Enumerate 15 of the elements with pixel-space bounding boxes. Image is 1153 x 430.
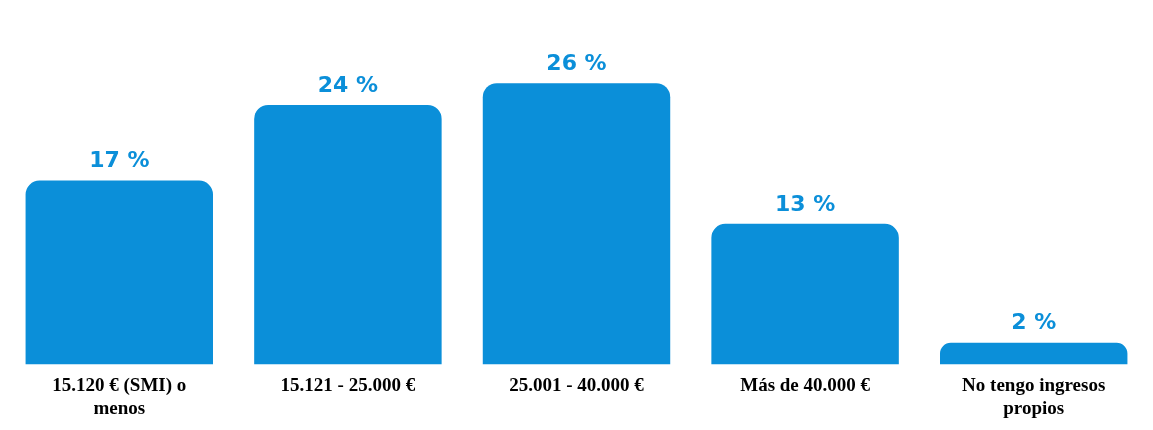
- x-tick-label: Más de 40.000 €: [740, 373, 871, 395]
- bar: [711, 223, 899, 365]
- bar: [482, 83, 671, 365]
- bar: [254, 104, 442, 365]
- x-tick-label: No tengo ingresos propios: [962, 373, 1106, 418]
- x-tick-label: 15.121 - 25.000 €: [280, 373, 416, 395]
- x-tick-label: 15.120 € (SMI) o menos: [52, 373, 187, 418]
- bar: [939, 342, 1128, 365]
- data-label: 2 %: [1011, 309, 1057, 335]
- data-label: 13 %: [774, 190, 836, 216]
- x-tick-label: 25.001 - 40.000 €: [509, 373, 645, 395]
- bar: [25, 180, 214, 365]
- data-label: 24 %: [317, 71, 379, 97]
- data-label: 26 %: [546, 49, 607, 75]
- data-label: 17 %: [89, 147, 150, 173]
